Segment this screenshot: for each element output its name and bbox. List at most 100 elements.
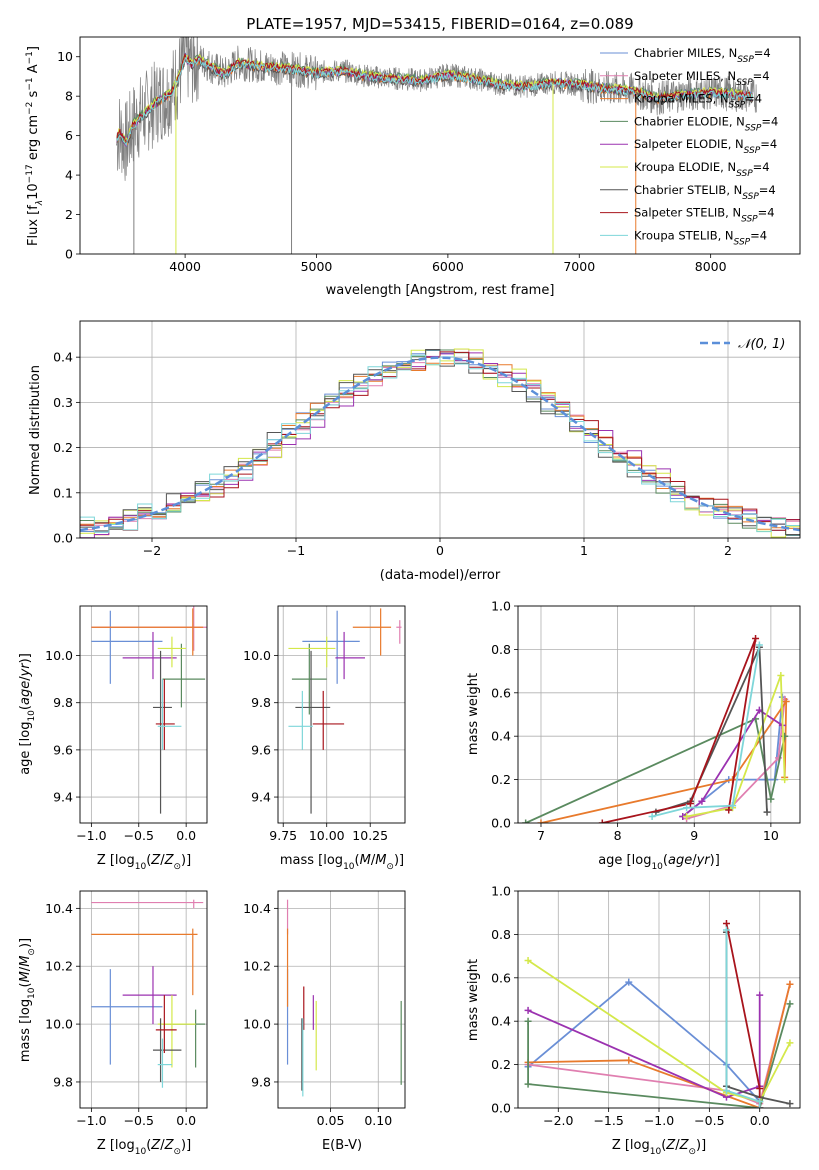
y-tick-label: 9.8 <box>53 1074 73 1089</box>
x-axis-label: Z [log10(Z/Z⊙)] <box>612 1138 706 1157</box>
y-axis-label: age [log10(age/yr)] <box>18 653 37 775</box>
weight-marker <box>524 1017 532 1025</box>
spectrum-plot-area <box>116 37 757 254</box>
x-axis-label: Z [log10(Z/Z⊙)] <box>97 853 191 872</box>
x-axis-label: Z [log10(Z/Z⊙)] <box>97 1138 191 1157</box>
y-tick-label: 10.4 <box>45 901 73 916</box>
x-axis-label: (data-model)/error <box>380 568 501 583</box>
weight-vs-age-panel: 7 8 9 10 0.0 0.2 0.4 0.6 0.8 1.0 age [log10(age/yr… <box>466 599 801 872</box>
x-tick-label: 8000 <box>695 259 727 274</box>
weight-marker <box>756 1084 764 1092</box>
y-tick-label: 9.4 <box>53 790 73 805</box>
y-axis-label: Flux [fλ10−17 erg cm−2 s−1 A−1] <box>25 46 45 246</box>
y-tick-label: 0.0 <box>53 531 73 546</box>
y-tick-label: 1.0 <box>491 599 511 614</box>
x-tick-label: 10.25 <box>352 828 388 843</box>
error-bar-point <box>288 690 313 750</box>
y-tick-label: 10.2 <box>243 959 271 974</box>
y-tick-label: 4 <box>65 168 73 183</box>
spectrum-legend: Chabrier MILES, NSSP=4 Salpeter MILES, NS… <box>600 46 778 247</box>
weight-marker <box>683 804 691 812</box>
x-tick-label: −0.5 <box>694 1113 724 1128</box>
error-bar-point <box>122 631 177 680</box>
error-bar-point <box>152 1018 182 1082</box>
weight-line <box>602 638 757 823</box>
axes-frame <box>79 605 208 824</box>
y-tick-label: 0.4 <box>53 350 73 365</box>
weight-marker <box>786 980 794 988</box>
weight-line <box>527 980 761 1103</box>
weight-line <box>651 644 761 818</box>
weight-line <box>527 959 791 1103</box>
error-bar-point <box>396 620 402 644</box>
legend-entry: Salpeter ELODIE, NSSP=4 <box>634 137 777 156</box>
y-tick-label: 9.8 <box>251 1074 271 1089</box>
weight-marker <box>648 812 656 820</box>
x-tick-label: 0.0 <box>176 828 196 843</box>
weight-series <box>722 926 764 1108</box>
mass-vs-EBV-plot-area <box>286 899 402 1097</box>
x-axis-label: E(B-V) <box>322 1138 362 1153</box>
weight-line <box>525 717 786 823</box>
weight-series <box>683 671 789 820</box>
legend-entry: Chabrier STELIB, NSSP=4 <box>634 183 776 202</box>
x-tick-label: −1.0 <box>76 1113 106 1128</box>
legend-entry: Kroupa MILES, NSSP=4 <box>634 92 762 111</box>
error-bar-point <box>155 679 175 750</box>
x-tick-label: −1 <box>287 543 305 558</box>
age-vs-mass-plot-area <box>288 608 402 814</box>
weight-line <box>527 1003 791 1108</box>
error-bar-point <box>157 1038 172 1088</box>
weight-marker <box>625 978 633 986</box>
normal-curve <box>80 356 800 532</box>
y-axis-label: mass weight <box>466 959 481 1041</box>
y-tick-label: 0.8 <box>491 927 511 942</box>
error-bar-point <box>157 679 182 750</box>
x-tick-label: −1.0 <box>644 1113 674 1128</box>
residuals-plot-area <box>80 348 800 538</box>
y-tick-label: 9.4 <box>251 790 271 805</box>
mass-vs-Z-plot-area <box>91 899 206 1088</box>
weight-marker <box>725 806 733 814</box>
weight-marker <box>524 1006 532 1014</box>
weight-marker <box>756 1097 764 1105</box>
weight-series <box>522 715 789 823</box>
weight-marker <box>598 819 606 823</box>
x-axis-label: age [log10(age/yr)] <box>598 853 720 872</box>
y-tick-label: 10 <box>57 49 73 64</box>
residual-histogram <box>80 351 800 531</box>
y-tick-label: 9.8 <box>53 695 73 710</box>
y-tick-label: 1.0 <box>491 884 511 899</box>
legend-entry: Salpeter STELIB, NSSP=4 <box>634 206 775 225</box>
error-bar-point <box>91 608 204 656</box>
legend-entry: Kroupa ELODIE, NSSP=4 <box>634 160 770 179</box>
weight-series <box>648 641 763 820</box>
axes-frame <box>277 890 406 1109</box>
x-tick-label: 0.05 <box>317 1113 345 1128</box>
y-tick-label: 8 <box>65 89 73 104</box>
x-axis-label: wavelength [Angstrom, rest frame] <box>326 283 555 298</box>
y-tick-label: 0.0 <box>491 816 511 831</box>
weight-marker <box>777 671 785 679</box>
y-tick-label: 0.2 <box>53 440 73 455</box>
error-bar-point <box>91 899 204 909</box>
x-tick-label: −1.0 <box>76 828 106 843</box>
x-tick-label: 9 <box>690 828 698 843</box>
weight-marker <box>756 991 764 999</box>
weight-marker <box>537 819 545 823</box>
weight-line <box>682 697 784 818</box>
x-tick-label: 6000 <box>432 259 464 274</box>
x-tick-label: −2 <box>143 543 161 558</box>
x-tick-label: 4000 <box>169 259 201 274</box>
y-tick-label: 0.3 <box>53 395 73 410</box>
y-tick-label: 10.4 <box>243 901 271 916</box>
weight-line <box>682 708 783 818</box>
weight-marker <box>524 1080 532 1088</box>
y-tick-label: 0.2 <box>491 772 511 787</box>
age-vs-mass-panel: 9.75 10.00 10.25 9.4 9.6 9.8 10.0 mass [log10(M… <box>243 605 406 872</box>
x-tick-label: −1.5 <box>593 1113 623 1128</box>
x-tick-label: −2.0 <box>543 1113 573 1128</box>
error-bar-point <box>291 643 327 715</box>
age-vs-Z-plot-area <box>91 606 207 814</box>
